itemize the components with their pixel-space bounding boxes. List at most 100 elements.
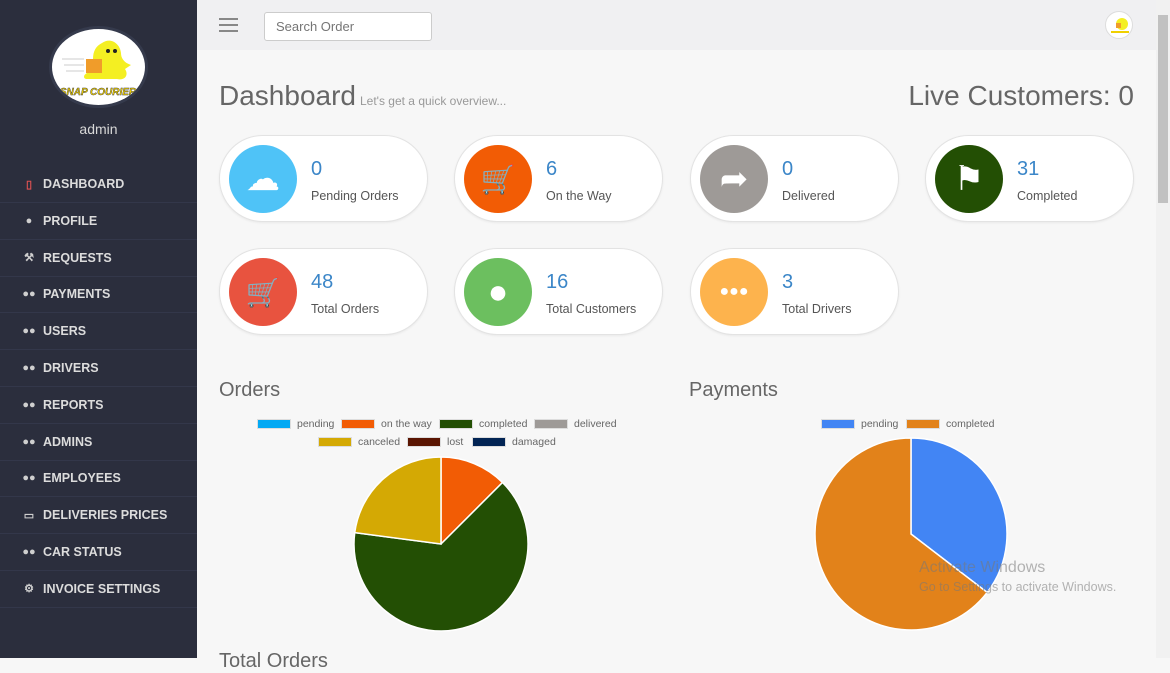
payments-chart-title: Payments <box>689 379 778 401</box>
sidebar-item-label: ADMINS <box>43 434 93 449</box>
sidebar-item-payments[interactable]: ●● PAYMENTS <box>0 276 197 314</box>
legend-item-pending[interactable]: pending <box>257 418 334 430</box>
users-icon: ●● <box>22 546 36 558</box>
orders-slice-canceled[interactable] <box>353 456 442 545</box>
flag-icon: ⚑ <box>935 145 1003 213</box>
legend-label: completed <box>479 418 528 430</box>
legend-item-canceled[interactable]: canceled <box>318 436 400 448</box>
sidebar-item-label: INVOICE SETTINGS <box>43 581 161 596</box>
stat-value: 31 <box>1017 158 1040 180</box>
stat-label: Total Drivers <box>782 302 852 316</box>
watermark-subtitle: Go to Settings to activate Windows. <box>919 580 1117 594</box>
sidebar-item-label: PROFILE <box>43 213 98 228</box>
sidebar-item-dashboard[interactable]: ▯ DASHBOARD <box>0 166 197 203</box>
gavel-icon: ⚒ <box>24 252 34 265</box>
money-icon: ▭ <box>23 509 35 522</box>
legend-swatch <box>341 419 375 429</box>
stat-label: Pending Orders <box>311 189 399 203</box>
sidebar-item-label: EMPLOYEES <box>43 471 121 486</box>
sidebar-item-label: DASHBOARD <box>43 177 125 191</box>
legend-item-on-the-way[interactable]: on the way <box>341 418 432 430</box>
stat-label: Total Orders <box>311 302 380 316</box>
gear-icon: ⚙ <box>24 583 34 596</box>
legend-item-damaged[interactable]: damaged <box>472 436 556 448</box>
stat-label: On the Way <box>546 189 612 203</box>
page-title-text: Dashboard <box>219 80 356 111</box>
orders-slice-on-the-way[interactable] <box>440 456 504 546</box>
legend-item-completed[interactable]: completed <box>439 418 527 430</box>
legend-swatch <box>821 419 855 429</box>
sidebar-item-profile[interactable]: ● PROFILE <box>0 203 197 240</box>
sidebar-item-requests[interactable]: ⚒ REQUESTS <box>0 240 197 277</box>
legend-swatch <box>439 419 473 429</box>
users-icon: ●● <box>22 398 36 411</box>
users-icon: ●● <box>22 362 36 374</box>
legend-swatch <box>906 419 940 429</box>
legend-swatch <box>534 419 568 429</box>
payments-slice-completed[interactable] <box>814 437 989 631</box>
stat-card-delivered[interactable]: ➦ 0 Delivered <box>690 135 899 222</box>
stat-card-completed[interactable]: ⚑ 31 Completed <box>925 135 1134 222</box>
legend-label: delivered <box>574 418 617 430</box>
scrollbar[interactable] <box>1156 0 1170 658</box>
legend-label: pending <box>297 418 335 430</box>
stat-label: Completed <box>1017 189 1078 203</box>
stat-card-pending-orders[interactable]: ☁ 0 Pending Orders <box>219 135 428 222</box>
sidebar-item-admins[interactable]: ●● ADMINS <box>0 424 197 461</box>
sidebar-item-deliveries-prices[interactable]: ▭ DELIVERIES PRICES <box>0 497 197 535</box>
stat-value: 48 <box>311 271 334 293</box>
sidebar-item-reports[interactable]: ●● REPORTS <box>0 387 197 424</box>
username: admin <box>79 121 118 137</box>
legend-label: canceled <box>358 436 401 448</box>
legend-item-delivered[interactable]: delivered <box>534 418 617 430</box>
cart-icon: 🛒 <box>229 258 297 326</box>
sidebar-item-label: DRIVERS <box>43 361 99 375</box>
legend-label: damaged <box>512 436 556 448</box>
search-input[interactable] <box>264 12 432 41</box>
page-subtitle: Let's get a quick overview... <box>359 94 507 108</box>
legend-label: lost <box>447 436 464 448</box>
sidebar-item-users[interactable]: ●● USERS <box>0 313 197 351</box>
stat-label: Delivered <box>782 189 835 203</box>
share-arrow-icon: ➦ <box>700 145 768 213</box>
users-icon: ●● <box>22 435 36 448</box>
stat-value: 3 <box>782 271 794 293</box>
stat-card-on-the-way[interactable]: 🛒 6 On the Way <box>454 135 663 222</box>
avatar[interactable] <box>1105 11 1133 39</box>
sidebar-item-drivers[interactable]: ●● DRIVERS <box>0 350 197 387</box>
legend-swatch <box>407 437 441 447</box>
stat-card-total-drivers[interactable]: ●●● 3 Total Drivers <box>690 248 899 335</box>
scrollbar-thumb[interactable] <box>1158 15 1168 203</box>
legend-swatch <box>472 437 506 447</box>
users-icon: ●● <box>22 325 36 338</box>
legend-swatch <box>318 437 352 447</box>
orders-slice-completed[interactable] <box>353 481 529 632</box>
stat-card-total-customers[interactable]: ● 16 Total Customers <box>454 248 663 335</box>
legend-item-completed[interactable]: completed <box>906 418 994 430</box>
sidebar-item-label: USERS <box>43 324 87 339</box>
user-icon: ● <box>25 214 33 227</box>
legend-item-lost[interactable]: lost <box>407 436 463 448</box>
topbar <box>197 0 1156 50</box>
sidebar-item-label: REQUESTS <box>43 250 112 265</box>
stat-card-total-orders[interactable]: 🛒 48 Total Orders <box>219 248 428 335</box>
logo: SNAP COURIER <box>49 26 148 108</box>
sidebar-item-car-status[interactable]: ●● CAR STATUS <box>0 534 197 571</box>
sidebar-item-invoice-settings[interactable]: ⚙ INVOICE SETTINGS <box>0 571 197 608</box>
live-customers: Live Customers: 0 <box>908 80 1134 111</box>
cloud-upload-icon: ☁ <box>229 145 297 213</box>
sidebar: SNAP COURIER admin <box>0 0 197 658</box>
bookmark-icon: ▯ <box>25 178 33 191</box>
user-icon: ● <box>464 258 532 326</box>
watermark-title: Activate Windows <box>919 559 1046 576</box>
stat-value: 0 <box>311 158 323 180</box>
sidebar-item-label: PAYMENTS <box>43 287 111 302</box>
sidebar-item-label: REPORTS <box>43 397 104 412</box>
hamburger-menu-icon[interactable] <box>219 18 238 36</box>
legend-item-pending[interactable]: pending <box>821 418 898 430</box>
users-icon: ●● <box>22 288 36 301</box>
stat-value: 16 <box>546 271 569 293</box>
sidebar-item-employees[interactable]: ●● EMPLOYEES <box>0 460 197 498</box>
legend-label: pending <box>861 418 899 430</box>
legend-label: on the way <box>381 418 432 430</box>
